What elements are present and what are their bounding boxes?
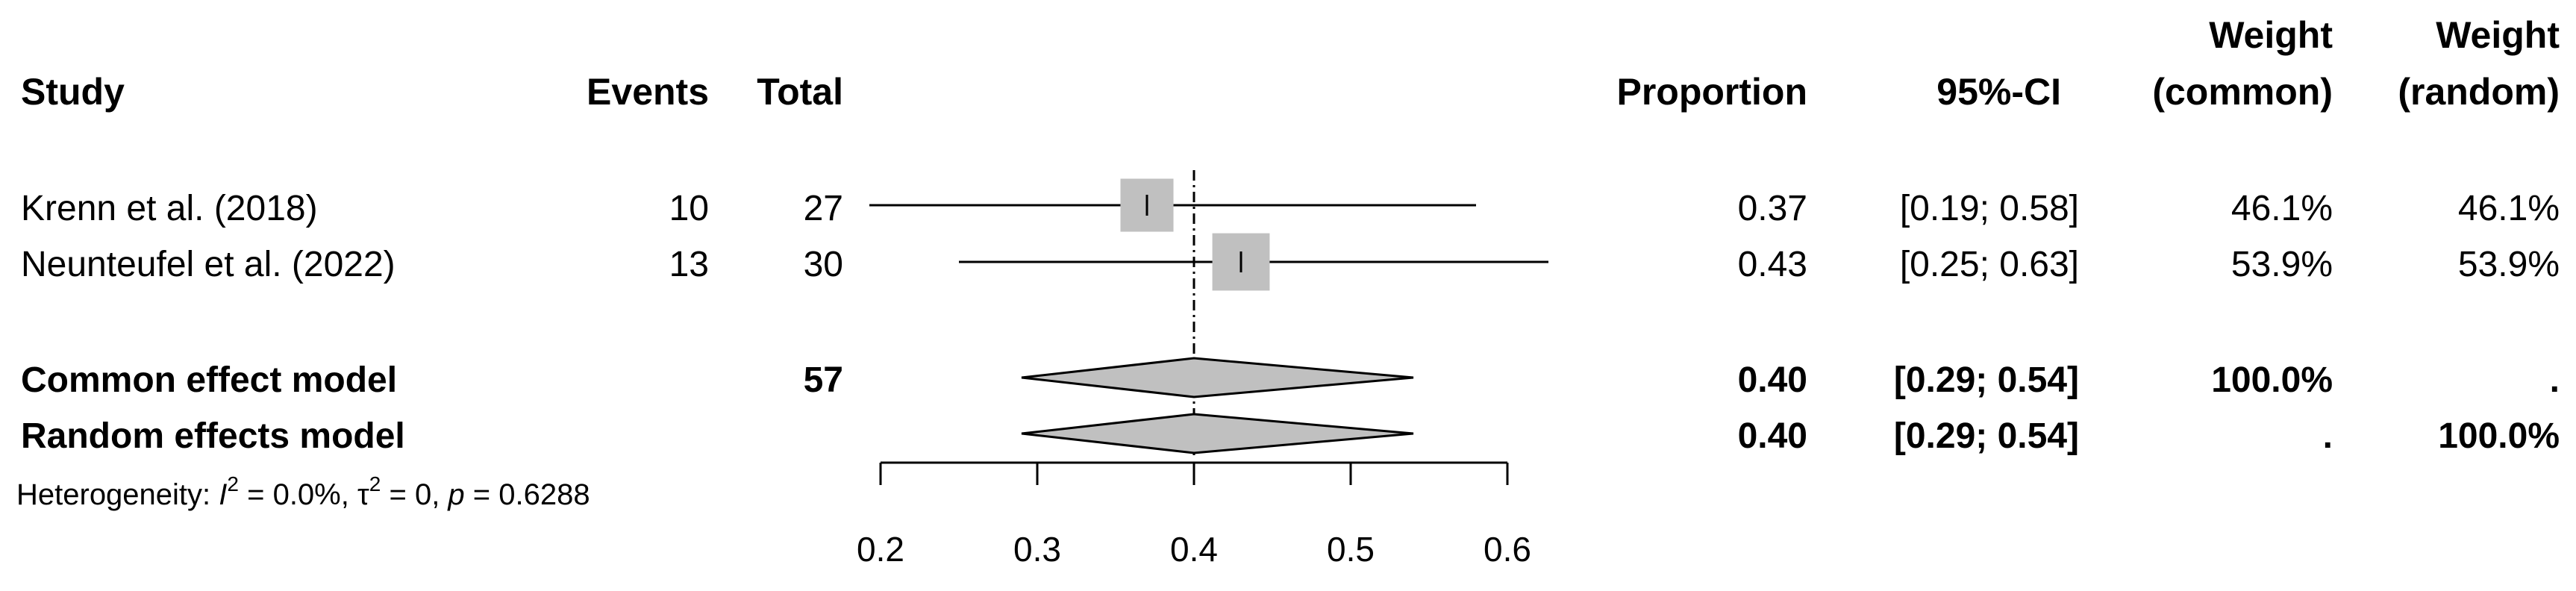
- study-total: 27: [804, 189, 843, 228]
- x-axis-tick-label: 0.6: [1484, 530, 1531, 569]
- pooled-weight-random: .: [2550, 360, 2560, 400]
- study-events: 13: [669, 245, 709, 284]
- study-total: 30: [804, 245, 843, 284]
- pooled-model-name: Common effect model: [21, 360, 397, 400]
- pooled-weight-common: .: [2323, 416, 2333, 456]
- x-axis-tick-label: 0.4: [1170, 530, 1218, 569]
- pooled-proportion: 0.40: [1738, 416, 1807, 456]
- pooled-weight-common: 100.0%: [2211, 360, 2333, 400]
- pooled-ci: [0.29; 0.54]: [1894, 416, 2079, 456]
- header-weight-common-bottom: (common): [2152, 71, 2333, 113]
- study-weight-common: 53.9%: [2231, 245, 2333, 284]
- header-ci: 95%-CI: [1936, 71, 2061, 113]
- study-weight-random: 46.1%: [2458, 189, 2560, 228]
- header-weight-common-top: Weight: [2209, 14, 2333, 56]
- x-axis-tick-label: 0.3: [1013, 530, 1061, 569]
- heterogeneity-text: Heterogeneity: I2 = 0.0%, τ2 = 0, p = 0.…: [16, 472, 590, 511]
- pooled-total: 57: [804, 360, 843, 400]
- study-weight-random: 53.9%: [2458, 245, 2560, 284]
- header-events: Events: [587, 71, 709, 113]
- plot-area: 0.2 0.3 0.4 0.5 0.6: [857, 170, 1548, 569]
- pooled-ci: [0.29; 0.54]: [1894, 360, 2079, 400]
- header-proportion: Proportion: [1616, 71, 1807, 113]
- study-name: Neunteufel et al. (2022): [21, 245, 396, 284]
- x-axis-tick-label: 0.2: [857, 530, 904, 569]
- x-axis-tick-label: 0.5: [1327, 530, 1375, 569]
- pooled-diamond: [1021, 413, 1414, 454]
- study-events: 10: [669, 189, 709, 228]
- study-name: Krenn et al. (2018): [21, 189, 318, 228]
- pooled-proportion: 0.40: [1738, 360, 1807, 400]
- header-study: Study: [21, 71, 125, 113]
- study-ci: [0.25; 0.63]: [1900, 245, 2079, 284]
- header-weight-random-bottom: (random): [2398, 71, 2560, 113]
- header-weight-random-top: Weight: [2436, 14, 2560, 56]
- pooled-diamond: [1021, 357, 1414, 398]
- study-weight-common: 46.1%: [2231, 189, 2333, 228]
- pooled-weight-random: 100.0%: [2438, 416, 2560, 456]
- study-proportion: 0.43: [1738, 245, 1807, 284]
- study-proportion: 0.37: [1738, 189, 1807, 228]
- study-ci: [0.19; 0.58]: [1900, 189, 2079, 228]
- pooled-model-name: Random effects model: [21, 416, 405, 456]
- header-total: Total: [757, 71, 843, 113]
